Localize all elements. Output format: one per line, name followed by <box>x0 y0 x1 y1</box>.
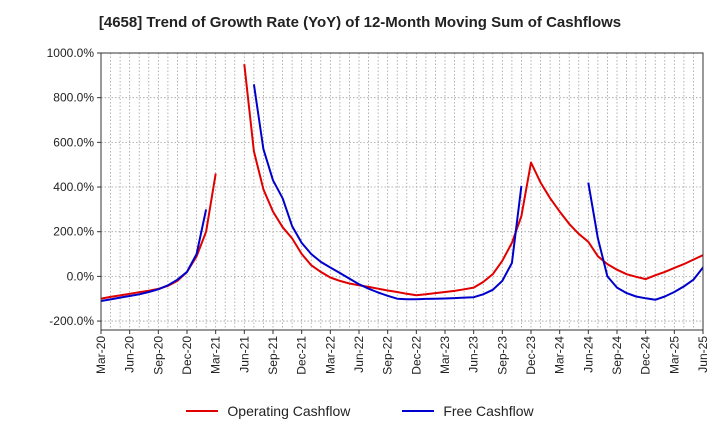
x-axis-ticks: Mar-20 Jun-20 Sep-20 Dec-20 Mar-21 Jun-21 Sep-… <box>94 330 710 375</box>
legend-label-operating: Operating Cashflow <box>227 403 351 419</box>
x-tick-label: Jun-20 <box>123 336 137 373</box>
y-tick-label: 1000.0% <box>47 46 95 60</box>
plot-border <box>100 52 704 331</box>
series-line <box>252 84 523 301</box>
x-tick-label: Mar-22 <box>323 336 337 374</box>
legend-swatch-free <box>402 410 435 412</box>
x-tick-label: Sep-21 <box>266 336 280 375</box>
series-line <box>101 209 208 302</box>
series-lines <box>101 64 703 302</box>
grid-lines <box>101 52 703 330</box>
y-tick-label: 200.0% <box>53 225 94 239</box>
series-line <box>587 182 703 301</box>
legend-item-operating: Operating Cashflow <box>186 403 350 419</box>
x-tick-label: Dec-22 <box>409 336 423 375</box>
x-tick-label: Dec-24 <box>639 336 653 375</box>
plot-area <box>101 53 703 330</box>
series-line <box>243 64 703 297</box>
legend: Operating Cashflow Free Cashflow <box>0 403 720 419</box>
x-tick-label: Sep-23 <box>495 336 509 375</box>
x-tick-label: Jun-21 <box>237 336 251 373</box>
x-tick-label: Dec-20 <box>180 336 194 375</box>
x-tick-label: Mar-24 <box>553 336 567 374</box>
x-tick-label: Sep-20 <box>151 336 165 375</box>
legend-swatch-operating <box>186 410 219 412</box>
y-tick-label: 600.0% <box>53 135 94 149</box>
legend-label-free: Free Cashflow <box>443 403 534 419</box>
y-tick-label: -200.0% <box>49 314 94 328</box>
y-tick-label: 0.0% <box>67 269 95 283</box>
x-tick-label: Jun-22 <box>352 336 366 373</box>
chart-title: [4658] Trend of Growth Rate (YoY) of 12-… <box>98 14 622 31</box>
y-axis-ticks: -200.0% 0.0% 200.0% 400.0% 600.0% 800.0% 1000.… <box>47 46 101 328</box>
series-free-cashflow <box>101 84 703 302</box>
x-tick-label: Mar-25 <box>667 336 681 374</box>
y-tick-label: 400.0% <box>53 180 94 194</box>
x-tick-label: Jun-25 <box>696 336 710 373</box>
x-tick-label: Dec-21 <box>295 336 309 375</box>
legend-item-free: Free Cashflow <box>402 403 534 419</box>
x-tick-label: Jun-23 <box>467 336 481 373</box>
x-tick-label: Sep-24 <box>610 336 624 375</box>
x-tick-label: Mar-23 <box>438 336 452 374</box>
y-tick-label: 800.0% <box>53 91 94 105</box>
x-tick-label: Jun-24 <box>581 336 595 373</box>
x-tick-label: Mar-21 <box>209 336 223 374</box>
x-tick-label: Sep-22 <box>381 336 395 375</box>
x-tick-label: Mar-20 <box>94 336 108 374</box>
x-tick-label: Dec-23 <box>524 336 538 375</box>
